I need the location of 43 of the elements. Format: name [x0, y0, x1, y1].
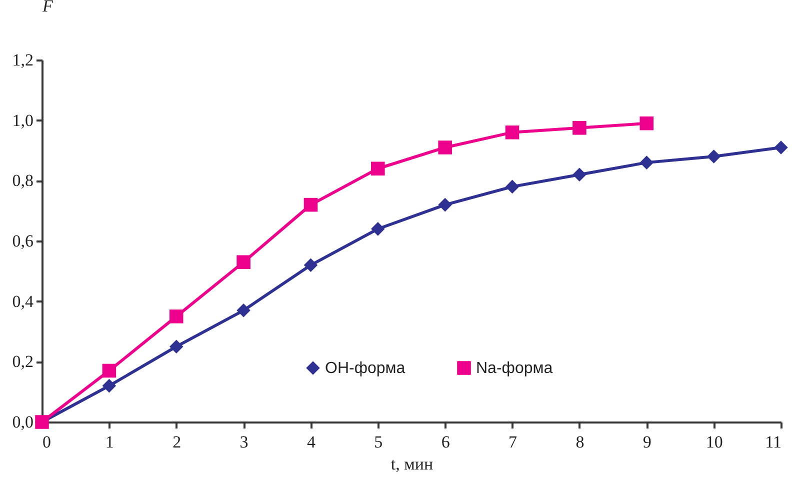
x-tick-label: 0 [42, 432, 51, 452]
point [706, 150, 721, 164]
x-tick-label: 4 [306, 432, 316, 452]
x-tick-label: 3 [240, 432, 248, 452]
x-tick-label: 10 [706, 432, 723, 452]
y-tick-label: 0,4 [12, 292, 34, 311]
x-tick-label: 2 [172, 432, 182, 452]
x-tick-label: 9 [642, 432, 652, 452]
y-axis-title: F [42, 0, 54, 16]
legend-label: Na-форма [476, 360, 553, 377]
point [438, 140, 452, 154]
point [438, 198, 452, 212]
point [640, 116, 654, 130]
x-tick-label: 6 [441, 432, 450, 452]
point [505, 180, 520, 194]
x-tick-label: 7 [508, 432, 518, 452]
x-tick-label: 1 [105, 432, 114, 452]
point [169, 310, 184, 324]
point [102, 364, 116, 378]
point [505, 126, 520, 140]
x-tick-label: 8 [576, 432, 584, 452]
legend-label: OH-форма [325, 360, 406, 377]
point [640, 156, 654, 170]
point [572, 120, 586, 135]
y-tick-label: 0,2 [12, 352, 34, 372]
point [304, 258, 318, 272]
point [371, 222, 385, 236]
x-axis-title: t, мин [390, 454, 434, 474]
x-tick-label: 11 [765, 432, 782, 452]
point [371, 162, 385, 176]
y-tick-label: 0,6 [12, 232, 34, 250]
point [774, 140, 788, 154]
y-tick-label: 1,0 [12, 110, 34, 130]
x-tick-label: 5 [374, 432, 383, 452]
point [304, 198, 318, 212]
y-tick-label: 0,8 [12, 171, 34, 190]
point [236, 303, 250, 318]
point [236, 255, 250, 270]
point [102, 378, 116, 393]
y-tick-label: 0,0 [12, 412, 34, 432]
y-tick-label: 1,2 [12, 50, 34, 70]
point [169, 340, 184, 354]
point [572, 168, 586, 182]
